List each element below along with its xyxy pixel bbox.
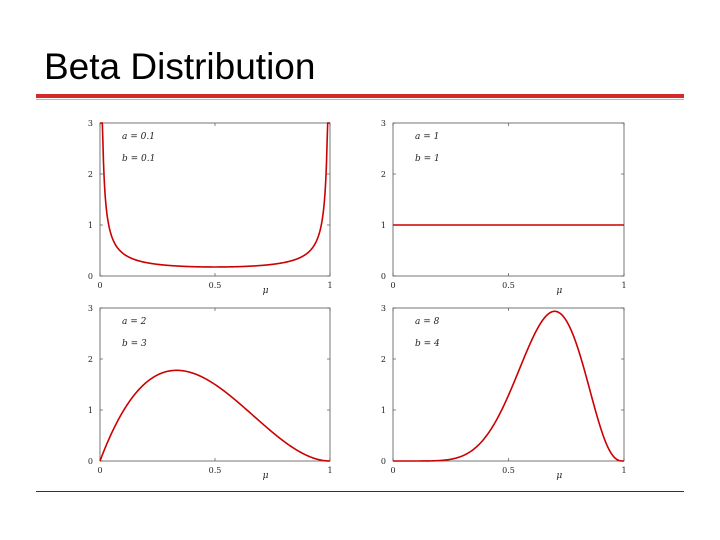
y-tick-label: 0: [381, 457, 386, 466]
x-axis-label: μ: [263, 286, 269, 296]
plot-panel: 0 1 2 3 0 0.5 1 μ a = 0.1 b = 0.1: [88, 119, 333, 296]
title-underline: [36, 94, 684, 98]
y-tick-label: 3: [88, 119, 93, 128]
slide-title: Beta Distribution: [44, 46, 316, 87]
x-tick-label: 0: [97, 281, 102, 290]
y-tick-label: 2: [381, 355, 386, 364]
plot-panel: 0 1 2 3 0 0.5 1 μ a = 8 b = 4: [381, 304, 627, 481]
y-tick-label: 3: [381, 304, 386, 313]
x-tick-label: 0.5: [209, 281, 222, 290]
plot-frame: [392, 307, 625, 462]
y-tick-label: 3: [381, 119, 386, 128]
x-tick-label: 0.5: [209, 466, 222, 475]
y-tick-label: 2: [88, 355, 93, 364]
x-tick-label: 1: [327, 466, 332, 475]
x-tick-label: 0.5: [502, 281, 515, 290]
x-tick-label: 1: [327, 281, 332, 290]
y-tick-label: 1: [381, 406, 386, 415]
x-tick-label: 1: [621, 466, 626, 475]
x-axis-label: μ: [556, 471, 562, 481]
beta-pdf-curve: [100, 122, 330, 268]
x-axis-label: μ: [263, 471, 269, 481]
plot-frame: [99, 122, 331, 277]
y-tick-label: 3: [88, 304, 93, 313]
beta-pdf-curve: [99, 369, 330, 462]
parameter-annotation: a = 0.1: [122, 132, 155, 142]
y-tick-label: 0: [88, 272, 93, 281]
parameter-annotation: b = 0.1: [122, 154, 155, 164]
y-tick-label: 0: [381, 272, 386, 281]
y-tick-label: 2: [381, 170, 386, 179]
beta-pdf-curve: [393, 310, 624, 462]
title-underline-shadow: [36, 99, 684, 100]
x-tick-label: 0: [390, 466, 395, 475]
plot-panel: 0 1 2 3 0 0.5 1 μ a = 1 b = 1: [381, 119, 627, 296]
parameter-annotation: a = 1: [415, 132, 439, 142]
y-tick-label: 0: [88, 457, 93, 466]
parameter-annotation: a = 8: [415, 317, 440, 327]
bottom-rule: [36, 491, 684, 492]
plot-frame: [392, 122, 625, 277]
x-axis-label: μ: [556, 286, 562, 296]
x-tick-label: 0: [390, 281, 395, 290]
y-tick-label: 2: [88, 170, 93, 179]
parameter-annotation: b = 3: [122, 339, 147, 349]
y-tick-label: 1: [381, 221, 386, 230]
parameter-annotation: b = 1: [415, 154, 440, 164]
plot-panel: 0 1 2 3 0 0.5 1 μ a = 2 b = 3: [88, 304, 333, 481]
y-tick-label: 1: [88, 406, 93, 415]
x-tick-label: 0.5: [502, 466, 515, 475]
parameter-annotation: b = 4: [415, 339, 440, 349]
x-tick-label: 1: [621, 281, 626, 290]
parameter-annotation: a = 2: [122, 317, 147, 327]
y-tick-label: 1: [88, 221, 93, 230]
x-tick-label: 0: [97, 466, 102, 475]
